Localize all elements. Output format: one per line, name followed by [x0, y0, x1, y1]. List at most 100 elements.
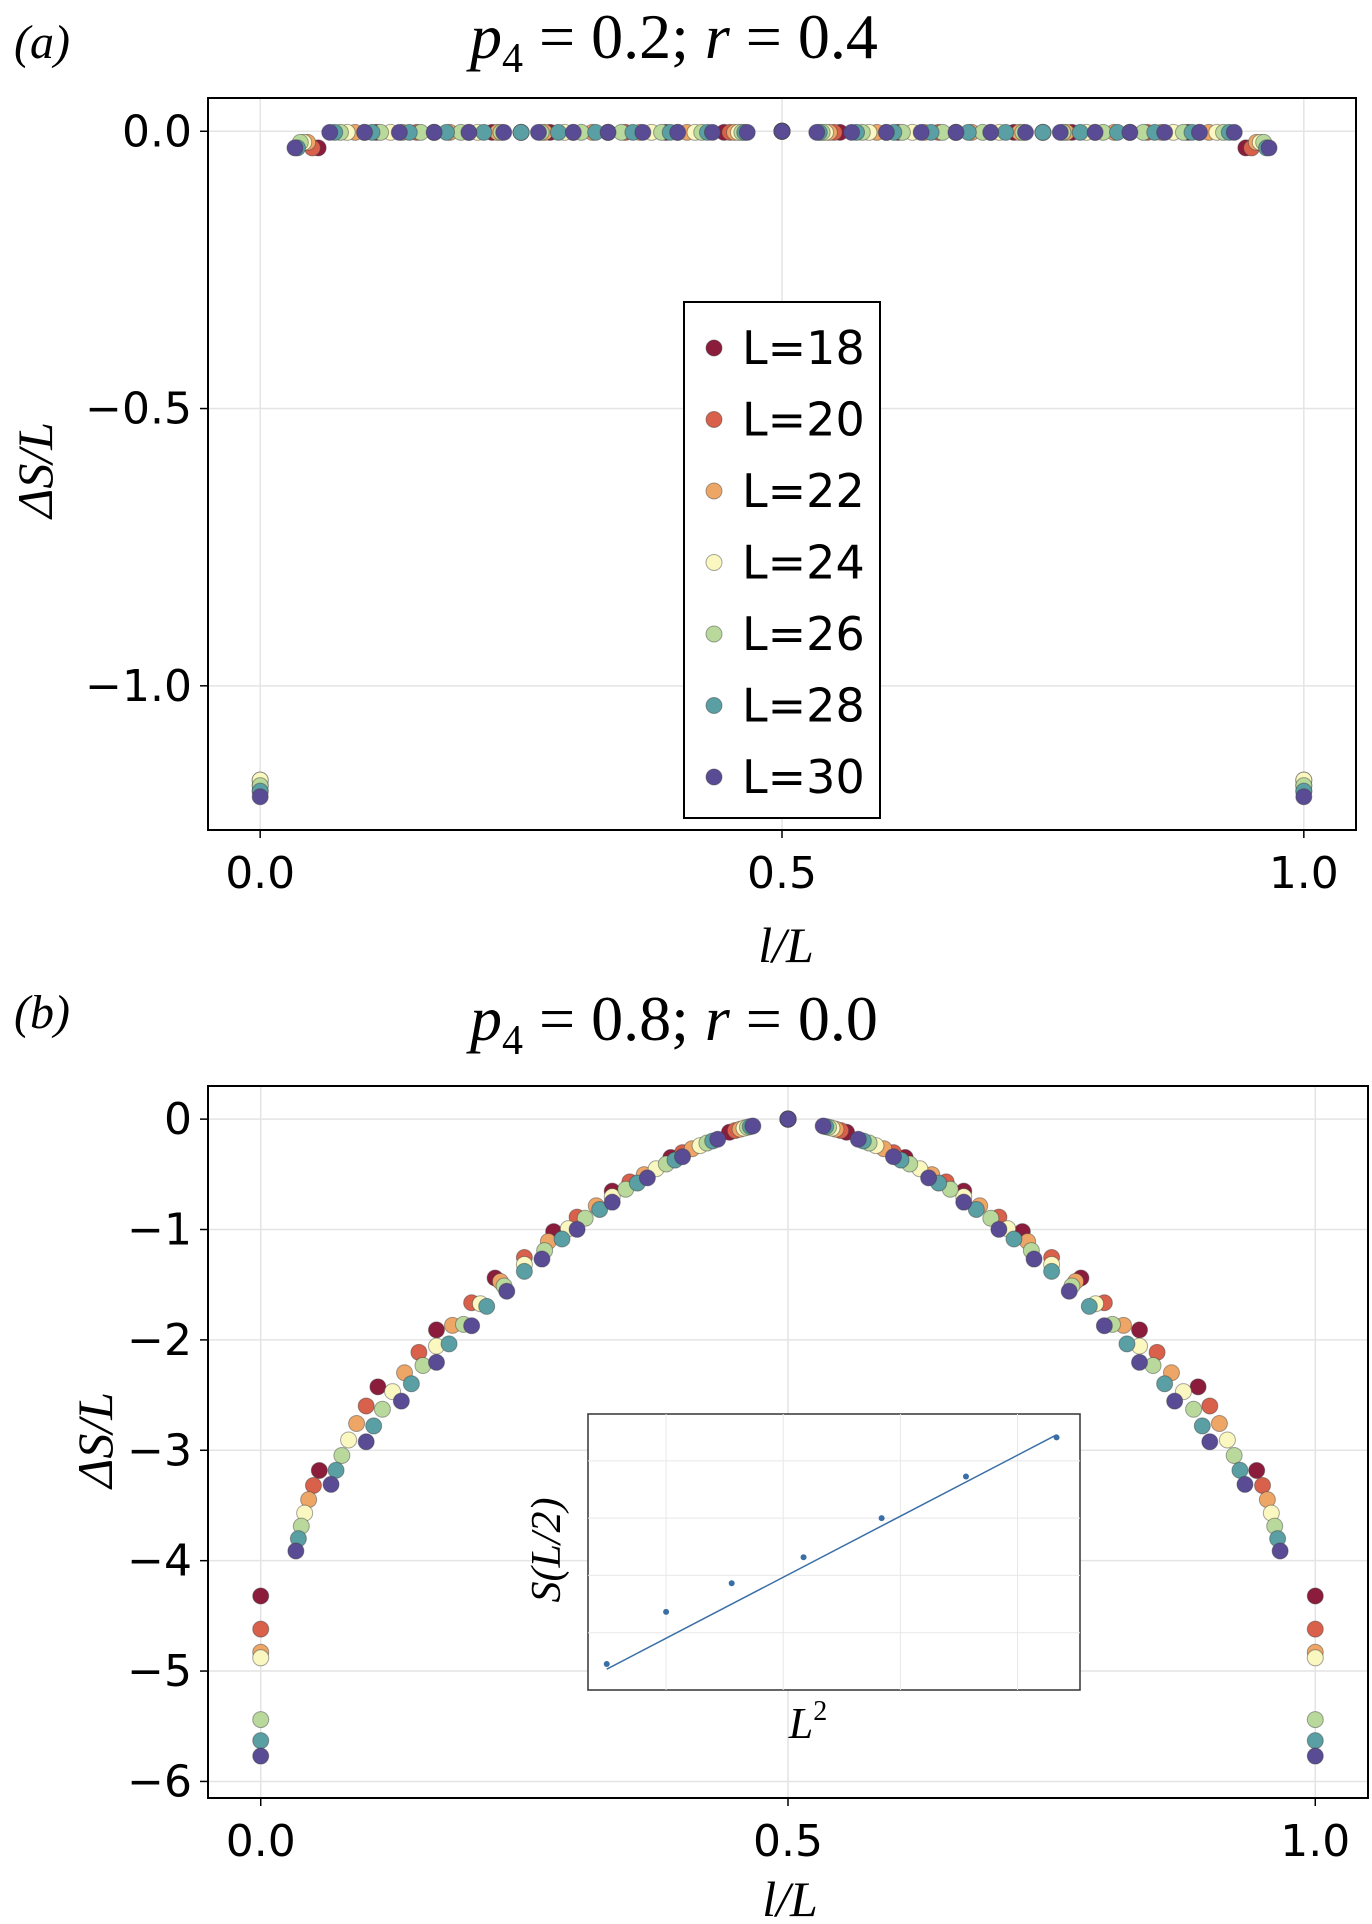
data-point-l-30 [1086, 123, 1104, 141]
data-point-l-18 [1248, 1461, 1266, 1479]
data-point-l-30 [1166, 1392, 1184, 1410]
panel-b-title-var: p [466, 983, 502, 1054]
data-point-l-24 [1218, 1431, 1236, 1449]
data-point-l-30 [1260, 139, 1278, 157]
inset-frame [587, 1413, 1081, 1691]
y-tick-label: −1.0 [85, 661, 192, 712]
data-point-l-30 [990, 1220, 1008, 1238]
x-tick-label: 1.0 [1269, 848, 1339, 899]
data-point-l-26 [1225, 1446, 1243, 1464]
data-point-l-30 [1095, 1317, 1113, 1335]
data-point-l-30 [322, 1475, 340, 1493]
data-point-l-30 [1051, 123, 1069, 141]
data-point-l-20 [357, 1397, 375, 1415]
data-point-l-18 [1131, 1321, 1149, 1339]
data-point-l-30 [252, 1747, 270, 1765]
inset-data-point [1053, 1434, 1060, 1441]
data-point-l-20 [1201, 1397, 1219, 1415]
data-point-l-30 [568, 1220, 586, 1238]
inset-xlabel-sup: 2 [813, 1696, 827, 1727]
inset-xlabel-base: L [788, 1699, 813, 1748]
data-point-l-28 [1118, 1335, 1136, 1353]
data-point-l-30 [460, 123, 478, 141]
data-point-l-26 [373, 1400, 391, 1418]
legend-marker [705, 697, 723, 714]
y-tick-label: 0.0 [122, 106, 192, 157]
data-point-l-30 [286, 139, 304, 157]
data-point-l-30 [1121, 123, 1139, 141]
panel-a-xlabel: l/L [758, 917, 814, 973]
inset-xlabel: L2 [788, 1696, 827, 1748]
data-point-l-22 [1210, 1415, 1228, 1433]
x-tick-label: 1.0 [1280, 1816, 1350, 1867]
data-point-l-28 [515, 1262, 533, 1280]
data-point-l-18 [427, 1321, 445, 1339]
data-point-l-30 [392, 1392, 410, 1410]
legend-marker [705, 554, 723, 571]
legend-marker [705, 768, 723, 786]
panel-b-title-var2: r [705, 983, 731, 1054]
panel-a-title-rest2: = 0.4 [730, 1, 878, 72]
data-point-l-30 [1295, 788, 1313, 806]
panel-a-title: p4 = 0.2; r = 0.4 [466, 1, 878, 82]
data-point-l-28 [440, 1335, 458, 1353]
panel-a-plot: 0.0 0.5 1.0 0.0 −0.5 −1.0 L=18 L=20 L=22 L=24 L=26… [85, 97, 1357, 899]
data-point-l-28 [1071, 123, 1089, 141]
panel-b-title-sub: 4 [502, 1018, 523, 1064]
data-point-l-30 [843, 123, 861, 141]
panel-b-title-rest2: = 0.0 [730, 983, 878, 1054]
x-tick-label: 0.5 [747, 848, 817, 899]
x-tick-label: 0.0 [226, 1816, 296, 1867]
data-point-l-28 [997, 123, 1015, 141]
data-point-l-30 [251, 788, 269, 806]
data-point-l-30 [1201, 1433, 1219, 1451]
data-point-l-30 [634, 123, 652, 141]
data-point-l-30 [1060, 1282, 1078, 1300]
panel-b-xlabel: l/L [762, 1871, 818, 1924]
data-point-l-30 [425, 123, 443, 141]
data-point-l-26 [333, 1446, 351, 1464]
data-point-l-30 [779, 1110, 797, 1128]
inset-data-point [962, 1473, 969, 1480]
panel-a-title-sub: 4 [502, 36, 523, 82]
data-point-l-26 [1185, 1400, 1203, 1418]
x-tick-label: 0.0 [225, 848, 295, 899]
data-point-l-30 [463, 1317, 481, 1335]
legend-label: L=24 [742, 536, 865, 590]
data-point-l-30 [533, 1250, 551, 1268]
data-point-l-30 [808, 123, 826, 141]
data-point-l-30 [603, 1193, 621, 1211]
data-point-l-30 [920, 1169, 938, 1187]
data-point-l-30 [1190, 123, 1208, 141]
data-point-l-30 [703, 123, 721, 141]
inset-plot [587, 1413, 1081, 1691]
data-point-l-28 [327, 1461, 345, 1479]
data-point-l-30 [674, 1148, 692, 1166]
data-point-l-30 [1017, 123, 1035, 141]
data-point-l-26 [576, 1209, 594, 1227]
legend-label: L=30 [742, 750, 865, 804]
y-tick-label: −5 [127, 1646, 192, 1697]
data-point-l-30 [427, 1353, 445, 1371]
data-point-l-20 [1306, 1620, 1324, 1638]
data-point-l-28 [402, 1375, 420, 1393]
data-point-l-28 [549, 123, 567, 141]
y-tick-label: −4 [127, 1536, 192, 1587]
data-point-l-28 [1080, 1297, 1098, 1315]
data-point-l-28 [1156, 1375, 1174, 1393]
data-point-l-30 [1236, 1475, 1254, 1493]
data-point-l-30 [638, 1169, 656, 1187]
data-point-l-30 [1025, 1250, 1043, 1268]
panel-a-ylabel: ΔS/L [7, 422, 63, 520]
y-tick-label: −0.5 [85, 384, 192, 435]
data-point-l-30 [982, 123, 1000, 141]
data-point-l-18 [252, 1587, 270, 1605]
panel-a-title-var: p [466, 1, 502, 72]
legend-marker [705, 411, 723, 428]
data-point-l-28 [967, 1201, 985, 1219]
data-point-l-30 [947, 123, 965, 141]
panel-a-label: (a) [14, 16, 70, 69]
data-point-l-20 [252, 1620, 270, 1638]
inset-data-point [878, 1515, 885, 1522]
data-point-l-30 [1271, 1542, 1289, 1560]
